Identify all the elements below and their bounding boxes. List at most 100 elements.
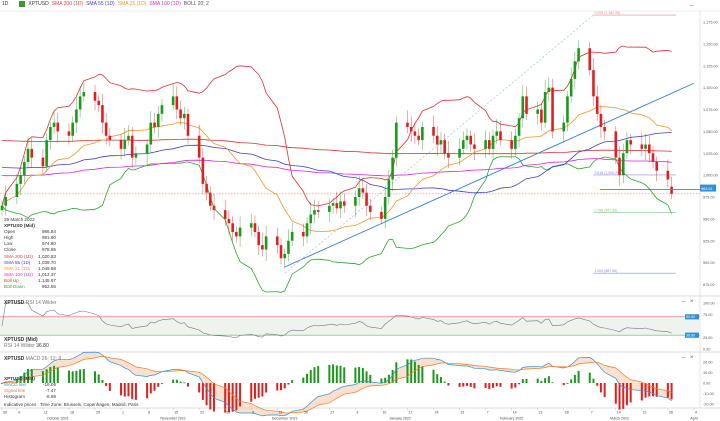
fibonacci-level-label: 0.786 (957.35) xyxy=(594,208,617,212)
macd-histogram-bar xyxy=(365,371,368,383)
candle-up xyxy=(566,96,569,123)
candle-down xyxy=(595,96,599,114)
candle-down xyxy=(540,109,543,123)
info-value: 978.55 xyxy=(41,247,56,253)
x-tick-label: 7 xyxy=(487,411,489,415)
macd-histogram-bar xyxy=(56,367,59,383)
macd-line xyxy=(1,351,672,417)
macd-histogram-bar xyxy=(19,376,22,383)
indicator-legend-2[interactable]: SMA 21 (1D) xyxy=(117,1,147,7)
indicator-legend-1[interactable]: SMA 55 (1D) xyxy=(86,1,115,7)
indicator-legend-3[interactable]: SMA 100 (1D) xyxy=(149,1,181,7)
candle-up xyxy=(517,118,521,136)
macd-histogram-bar xyxy=(53,365,56,383)
candle-down xyxy=(417,135,420,141)
info-row: Boll Down 952.55 xyxy=(4,284,56,290)
candle-down xyxy=(647,144,651,154)
rsi-info-label: RSI 14 Wilder xyxy=(4,343,35,349)
macd-histogram-bar xyxy=(45,369,48,383)
candle-up xyxy=(127,135,130,141)
candle-down xyxy=(432,127,435,136)
indicator-legend-0[interactable]: SMA 200 (1D) xyxy=(51,1,84,7)
interval-label[interactable]: 1D xyxy=(2,1,9,7)
indicator-legend-4[interactable]: BOLL 20; 2 xyxy=(183,1,209,7)
candle-up xyxy=(421,127,424,141)
macd-symbol: XPTUSD xyxy=(4,356,25,362)
candle-up xyxy=(521,96,525,119)
info-label: Close xyxy=(4,247,16,253)
macd-histogram-bar xyxy=(629,383,632,403)
info-label: Low xyxy=(4,241,13,247)
macd-histogram-bar xyxy=(625,383,628,406)
macd-histogram-bar xyxy=(599,383,602,393)
macd-histogram-bar xyxy=(655,383,658,397)
macd-histogram-bar xyxy=(201,383,204,400)
macd-title: MACD 26; 12; 9 xyxy=(25,356,62,362)
candle-down xyxy=(409,127,413,132)
timezone-note: Indicative prices Time Zone: Brussels, C… xyxy=(4,402,138,407)
info-row: Low 974.80 xyxy=(4,241,56,247)
ohlc-info-legend: 29 March 2022 XPTUSD (Mid) Open 986.84 Hig… xyxy=(4,217,56,290)
macd-histogram-bar xyxy=(339,365,342,383)
symbol-label[interactable]: XPTUSD xyxy=(28,1,49,7)
macd-histogram-bar xyxy=(175,379,178,383)
rsi-close-icon[interactable]: × xyxy=(690,299,694,305)
sma-55-line xyxy=(1,132,672,194)
macd-histogram-bar xyxy=(75,370,78,383)
macd-histogram-bar xyxy=(317,366,320,383)
rsi-minimize-icon[interactable]: – xyxy=(682,299,686,305)
x-tick-label: 24 xyxy=(435,411,439,415)
macd-histogram-bar xyxy=(596,383,599,386)
x-tick-label: 21 xyxy=(539,411,543,415)
rsi-title: RSI 14 Wilder xyxy=(25,300,57,306)
macd-histogram-bar xyxy=(562,383,565,386)
candle-down xyxy=(67,131,71,136)
candle-down xyxy=(443,140,446,154)
candle-down xyxy=(205,183,208,193)
macd-histogram-bar xyxy=(551,382,554,384)
macd-histogram-bar xyxy=(227,383,230,413)
macd-histogram-bar xyxy=(224,383,227,413)
candle-down xyxy=(104,122,108,136)
minimize-icon[interactable]: – xyxy=(690,3,694,9)
rsi-line xyxy=(1,302,672,338)
macd-histogram-bar xyxy=(492,383,495,388)
macd-close-icon[interactable]: × xyxy=(690,355,694,361)
info-row: SMA 21 (1D) 1,049.58 xyxy=(4,266,56,272)
macd-histogram-bar xyxy=(380,378,383,383)
symbol-icon xyxy=(19,1,26,7)
macd-histogram-bar xyxy=(309,370,312,383)
rsi-panel-title: XPTUSD RSI 14 Wilder xyxy=(4,300,57,306)
candle-up xyxy=(577,48,580,62)
candle-up xyxy=(26,148,30,162)
month-label: April xyxy=(690,417,697,421)
macd-histogram-bar xyxy=(23,372,26,383)
info-value: 986.84 xyxy=(41,229,56,235)
candle-up xyxy=(383,197,387,219)
info-value: 974.80 xyxy=(41,241,56,247)
candle-up xyxy=(82,92,86,97)
macd-histogram-bar xyxy=(67,370,70,383)
candle-down xyxy=(223,210,227,219)
candle-up xyxy=(171,96,175,106)
macd-histogram-bar xyxy=(235,383,238,411)
candle-up xyxy=(71,122,74,136)
x-tick-label: 15 xyxy=(174,411,178,415)
candle-up xyxy=(339,201,342,209)
rsi-marker-badge xyxy=(685,314,699,320)
macd-signal-line xyxy=(1,356,672,414)
macd-minimize-icon[interactable]: – xyxy=(682,355,686,361)
x-tick-label: 14 xyxy=(617,411,621,415)
x-tick-label: 4 xyxy=(18,411,20,415)
macd-histogram-bar xyxy=(131,383,134,400)
candle-down xyxy=(175,96,179,110)
rsi-info-title: XPTUSD (Mid) xyxy=(4,337,38,343)
month-label: January 2022 xyxy=(389,417,411,421)
candle-down xyxy=(435,135,439,145)
x-tick-label: 27 xyxy=(330,411,334,415)
candle-down xyxy=(257,232,260,246)
macd-tick-label: -20.00 xyxy=(703,403,714,407)
info-value: 1,145.97 xyxy=(38,277,56,283)
candle-up xyxy=(309,214,313,224)
